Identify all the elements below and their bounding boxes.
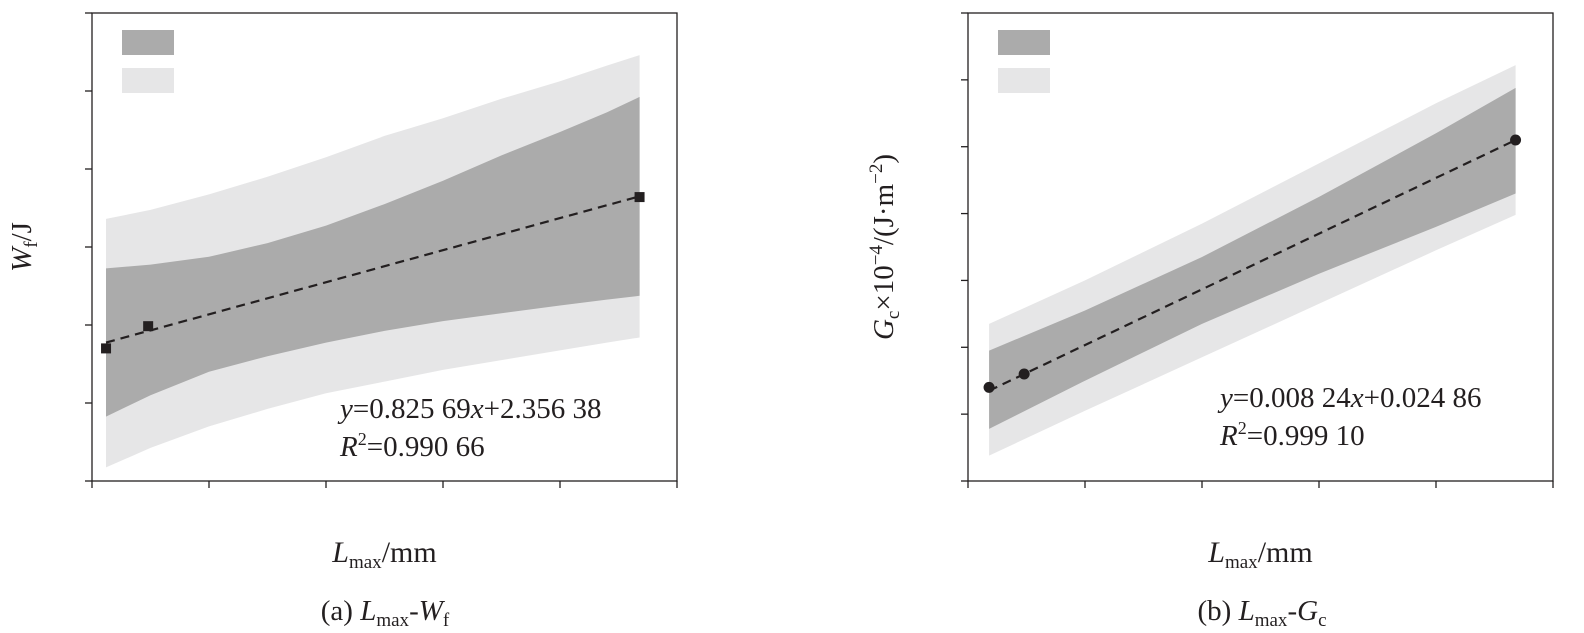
caption-sep: -: [1287, 595, 1297, 627]
chart-panel-a: y=0.825 69x+2.356 38 R2=0.990 66 Lmax/mm Wf…: [6, 12, 678, 631]
fit-line: [988, 139, 1517, 392]
confidence-band: [989, 87, 1516, 429]
equation-x: x: [470, 393, 484, 425]
caption-y-sub: c: [1318, 610, 1326, 631]
x-axis-label: Lmax/mm: [331, 536, 436, 573]
legend-swatch: [998, 30, 1050, 55]
x-axis-label: Lmax/mm: [1207, 536, 1312, 573]
data-point-1: [101, 343, 112, 354]
data-point-2: [143, 321, 154, 332]
legend-swatch: [122, 30, 174, 55]
r-exponent: 2: [358, 429, 367, 449]
chart-panel-b: y=0.008 24x+0.024 86 R2=0.999 10 Lmax/mm Gc…: [866, 12, 1554, 631]
y-label-var: W: [6, 245, 38, 272]
equation-y: y: [337, 393, 353, 425]
y-label-exp: −4: [866, 245, 887, 266]
data-point-2: [1018, 368, 1030, 380]
r-value: =0.990 66: [367, 431, 485, 463]
legend-swatch: [122, 68, 174, 93]
x-label-sub: max: [1225, 552, 1258, 573]
regression-equation: y=0.008 24x+0.024 86: [1217, 382, 1481, 414]
caption-x-var: L: [1238, 595, 1255, 627]
equation-y: y: [1217, 382, 1233, 414]
panel-caption: (a) Lmax-Wf: [321, 595, 450, 631]
y-label-var: G: [868, 319, 900, 340]
r-exponent: 2: [1238, 418, 1247, 438]
x-label-var: L: [331, 536, 349, 569]
y-label-unit: /J: [6, 222, 38, 241]
y-label-close: ): [868, 154, 900, 164]
regression-equation: y=0.825 69x+2.356 38: [337, 393, 601, 425]
caption-prefix: (b): [1198, 595, 1232, 627]
fit-line: [105, 195, 640, 344]
legend-swatch: [998, 68, 1050, 93]
y-axis-label: Wf/J: [6, 222, 42, 272]
r-symbol: R: [1219, 420, 1238, 452]
caption-y-var: W: [419, 595, 446, 627]
y-label-unit-exp: −2: [866, 164, 887, 184]
panel-caption: (b) Lmax-Gc: [1198, 595, 1327, 631]
r-symbol: R: [339, 431, 358, 463]
equation-intercept: +2.356 38: [484, 393, 602, 425]
caption-x-sub: max: [1255, 610, 1288, 631]
data-point-3: [634, 192, 645, 203]
x-label-var: L: [1207, 536, 1225, 569]
caption-y-sub: f: [443, 610, 450, 631]
equation-coef: =0.008 24: [1233, 382, 1351, 414]
r-squared: R2=0.999 10: [1219, 418, 1365, 452]
x-label-sub: max: [349, 552, 382, 573]
r-value: =0.999 10: [1247, 420, 1365, 452]
y-label-sub: f: [21, 241, 42, 248]
r-squared: R2=0.990 66: [339, 429, 485, 463]
x-label-unit: /mm: [382, 536, 437, 569]
y-label-sub: c: [883, 311, 904, 319]
caption-sep: -: [409, 595, 419, 627]
caption-x-var: L: [359, 595, 376, 627]
caption-prefix: (a): [321, 595, 353, 627]
confidence-band: [106, 96, 640, 417]
caption-x-sub: max: [376, 610, 409, 631]
data-point-1: [983, 381, 995, 393]
equation-intercept: +0.024 86: [1364, 382, 1482, 414]
y-label-unit: /(J·m: [868, 183, 900, 245]
equation-x: x: [1350, 382, 1364, 414]
data-point-3: [1510, 134, 1522, 146]
y-axis-label: Gc×10−4/(J·m−2): [866, 154, 904, 340]
plot-frame: [967, 12, 1554, 482]
equation-coef: =0.825 69: [353, 393, 471, 425]
y-label-factor: ×10: [868, 265, 900, 310]
x-label-unit: /mm: [1258, 536, 1313, 569]
caption-y-var: G: [1297, 595, 1318, 627]
